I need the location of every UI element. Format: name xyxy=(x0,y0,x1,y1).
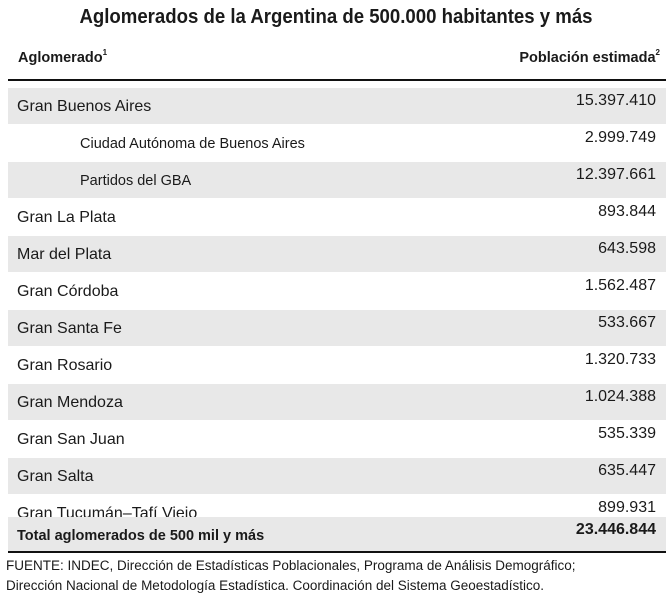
row-name: Gran Buenos Aires xyxy=(17,98,152,115)
column-header-label: Población estimada xyxy=(519,50,656,66)
row-value: 635.447 xyxy=(598,462,656,479)
row-name: Mar del Plata xyxy=(17,246,112,263)
table-row: Gran Rosario 1.320.733 xyxy=(8,347,666,384)
row-name: Gran San Juan xyxy=(17,431,125,448)
row-value: 893.844 xyxy=(598,203,656,220)
row-value: 1.320.733 xyxy=(584,351,656,368)
table-row: Gran San Juan 535.339 xyxy=(8,421,666,458)
total-row: Total aglomerados de 500 mil y más 23.44… xyxy=(8,517,666,553)
column-header-label: Aglomerado xyxy=(18,50,103,66)
row-name: Gran Mendoza xyxy=(17,394,123,411)
row-name: Gran Santa Fe xyxy=(17,320,122,337)
row-value: 1.562.487 xyxy=(584,277,656,294)
source-line: FUENTE: INDEC, Dirección de Estadísticas… xyxy=(6,558,576,573)
row-value: 533.667 xyxy=(598,314,656,331)
table-body: Gran Buenos Aires 15.397.410 Ciudad Autón… xyxy=(8,88,666,532)
table-row: Gran Córdoba 1.562.487 xyxy=(8,273,666,310)
column-header-aglomerado: Aglomerado1 xyxy=(18,48,108,66)
row-value: 12.397.661 xyxy=(575,166,656,183)
footnote-marker: 2 xyxy=(655,48,660,57)
row-value: 1.024.388 xyxy=(584,388,656,405)
total-label: Total aglomerados de 500 mil y más xyxy=(17,528,265,544)
table-row: Gran Santa Fe 533.667 xyxy=(8,310,666,347)
row-value: 643.598 xyxy=(598,240,656,257)
table-title: Aglomerados de la Argentina de 500.000 h… xyxy=(79,6,593,28)
row-name: Gran La Plata xyxy=(17,209,116,226)
row-name: Gran Rosario xyxy=(17,357,113,374)
total-value: 23.446.844 xyxy=(575,521,656,538)
header-rule xyxy=(8,79,666,81)
row-name: Partidos del GBA xyxy=(80,173,192,189)
table-row: Gran Mendoza 1.024.388 xyxy=(8,384,666,421)
table-row: Gran Buenos Aires 15.397.410 xyxy=(8,88,666,125)
row-name: Gran Córdoba xyxy=(17,283,119,300)
table-row: Mar del Plata 643.598 xyxy=(8,236,666,273)
table-row: Partidos del GBA 12.397.661 xyxy=(8,162,666,199)
row-value: 15.397.410 xyxy=(575,92,656,109)
source-note: FUENTE: INDEC, Dirección de Estadísticas… xyxy=(6,556,575,596)
row-value: 535.339 xyxy=(598,425,656,442)
footnote-marker: 1 xyxy=(102,48,108,57)
row-value: 899.931 xyxy=(598,499,656,516)
row-name: Gran Salta xyxy=(17,468,94,485)
table-row: Ciudad Autónoma de Buenos Aires 2.999.749 xyxy=(8,125,666,162)
source-line: Dirección Nacional de Metodología Estadí… xyxy=(6,578,545,593)
column-header-poblacion: Población estimada2 xyxy=(519,48,660,66)
table-row: Gran La Plata 893.844 xyxy=(8,199,666,236)
row-value: 2.999.749 xyxy=(584,129,656,146)
table-row: Gran Salta 635.447 xyxy=(8,458,666,495)
row-name: Ciudad Autónoma de Buenos Aires xyxy=(80,136,305,152)
